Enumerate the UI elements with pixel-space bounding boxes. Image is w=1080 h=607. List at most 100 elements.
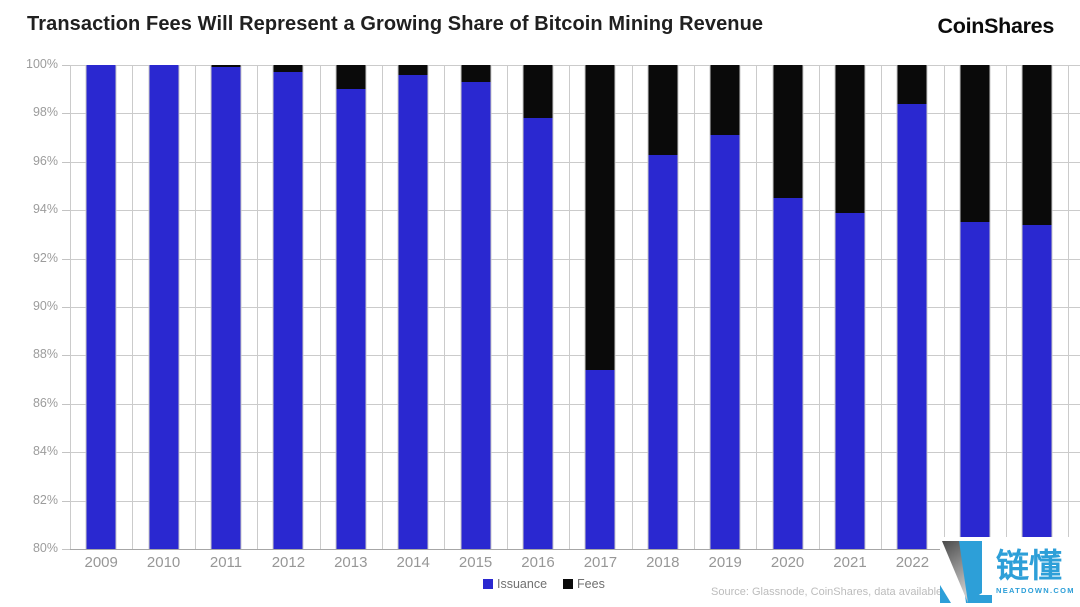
watermark-logo-icon (940, 541, 992, 603)
y-axis-label: 100% (26, 57, 58, 71)
x-axis: 2009 2010 2011 2012 2013 2014 2015 2016 2017 2018… (70, 554, 1080, 576)
gridline-h (70, 113, 1080, 115)
source-note: Source: Glassnode, CoinShares, data avai… (711, 586, 970, 598)
gridline-v (382, 65, 383, 549)
chart-legend: Issuance Fees (483, 577, 605, 591)
bar-slot (70, 65, 132, 549)
y-axis-label: 82% (32, 492, 58, 507)
y-tick (62, 113, 70, 115)
fees-segment (523, 65, 553, 119)
bar-slot (756, 65, 818, 549)
stacked-bar (959, 65, 991, 549)
y-axis-label: 86% (32, 395, 58, 410)
y-axis-label: 88% (32, 347, 58, 362)
x-axis-label: 2011 (209, 554, 243, 571)
fees-segment (710, 65, 740, 136)
gridline-h (70, 161, 1080, 163)
bar-slot (694, 65, 756, 549)
bar-slot (382, 65, 444, 549)
gridline-v (694, 65, 695, 549)
gridline-v (569, 65, 571, 549)
gridline-v (257, 65, 259, 549)
stacked-bar (335, 65, 367, 549)
gridline-v (881, 65, 883, 549)
bar-slot (819, 65, 881, 549)
y-tick (62, 307, 70, 308)
legend-swatch-icon (563, 579, 574, 589)
gridline-v (132, 65, 134, 549)
y-axis-label: 80% (32, 541, 58, 555)
bar-slot (444, 65, 506, 549)
x-axis-label: 2015 (458, 554, 493, 571)
stacked-bar (210, 65, 242, 549)
stacked-bar (772, 65, 804, 549)
gridline-h (70, 403, 1080, 405)
bar-slot (881, 65, 943, 549)
x-axis-label: 2016 (521, 554, 555, 571)
gridline-v (319, 65, 321, 549)
watermark-brand: 链懂 (996, 547, 1062, 585)
y-axis-label: 98% (32, 105, 58, 120)
gridline-v (818, 65, 820, 549)
plot-area (70, 65, 1080, 550)
bar-slot (257, 65, 319, 549)
stacked-bar (834, 65, 866, 549)
x-axis-label: 2017 (583, 554, 618, 571)
fees-segment (1022, 65, 1052, 225)
stacked-bar (709, 65, 741, 549)
gridline-h (70, 452, 1080, 454)
gridline-v (1006, 65, 1007, 549)
gridline-h (70, 210, 1080, 212)
legend-label: Fees (577, 577, 605, 591)
fees-segment (336, 65, 366, 90)
y-tick (62, 258, 70, 260)
stacked-bar (148, 65, 180, 549)
bar-slot (507, 65, 569, 549)
gridline-v (444, 65, 446, 549)
legend-label: Issuance (497, 577, 548, 591)
fees-segment (585, 65, 615, 370)
bar-slot (195, 65, 257, 549)
y-axis-label: 96% (32, 153, 58, 168)
fees-segment (461, 65, 491, 82)
x-axis-label: 2009 (84, 554, 118, 571)
gridline-h (70, 500, 1080, 502)
gridline-h (70, 258, 1080, 260)
gridline-h (70, 307, 1080, 308)
watermark-site: NEATDOWN.COM (996, 585, 1075, 595)
x-axis-label: 2010 (146, 554, 181, 571)
y-axis-label: 90% (32, 299, 58, 313)
y-axis-label: 84% (32, 444, 58, 459)
x-axis-label: 2022 (895, 554, 930, 571)
y-tick (62, 403, 70, 405)
fees-segment (211, 65, 241, 68)
fees-segment (398, 65, 428, 75)
gridline-v (70, 65, 71, 549)
y-tick (62, 210, 70, 212)
coinshares-logo: CoinShares (937, 14, 1055, 38)
x-axis-label: 2019 (708, 554, 742, 571)
fees-segment (273, 65, 303, 73)
legend-item: Fees (563, 577, 605, 591)
y-tick (62, 355, 70, 357)
gridline-v (194, 65, 196, 549)
x-axis-label: 2018 (646, 554, 680, 571)
gridline-v (1068, 65, 1070, 549)
legend-item: Issuance (483, 577, 547, 591)
fees-segment (773, 65, 803, 199)
gridline-h (70, 65, 1080, 66)
fees-segment (648, 65, 678, 155)
x-axis-label: 2014 (396, 554, 430, 571)
stacked-bar (397, 65, 429, 549)
gridline-v (506, 65, 508, 549)
y-tick (62, 161, 70, 163)
stacked-bar (647, 65, 679, 549)
chart-title: Transaction Fees Will Represent a Growin… (27, 13, 764, 35)
x-axis-label: 2021 (833, 554, 867, 571)
gridline-h (70, 355, 1080, 357)
fees-segment (897, 65, 927, 104)
gridline-v (631, 65, 633, 549)
y-tick (62, 549, 70, 550)
bar-slot (569, 65, 631, 549)
bar-slot (1006, 65, 1068, 549)
